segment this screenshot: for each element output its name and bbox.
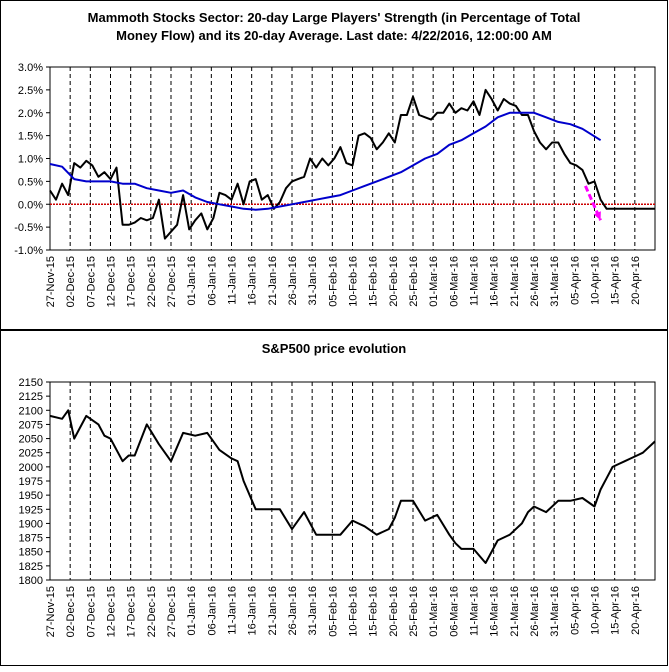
chart2-ytick-label: 2125	[19, 391, 43, 403]
chart2-xtick-label: 07-Dec-15	[85, 586, 97, 637]
chart2-ytick-label: 2025	[19, 448, 43, 460]
chart2-ytick-label: 1900	[19, 518, 43, 530]
chart1-xtick-label: 21-Jan-16	[267, 256, 279, 306]
chart2-xtick-label: 31-Mar-16	[549, 586, 561, 637]
chart1-xtick-label: 05-Feb-16	[327, 256, 339, 307]
chart1-xtick-label: 31-Mar-16	[549, 256, 561, 307]
chart1-ytick-label: 3.0%	[18, 62, 43, 74]
chart2-xtick-label: 05-Feb-16	[327, 586, 339, 637]
chart1-xtick-label: 25-Feb-16	[408, 256, 420, 307]
chart2-series-0	[49, 409, 656, 564]
chart2-xtick-label: 02-Dec-15	[65, 586, 77, 637]
chart1-xtick-label: 27-Dec-15	[166, 256, 178, 307]
chart2-xtick-label: 20-Apr-16	[630, 586, 642, 635]
chart1-xtick-label: 11-Jan-16	[227, 256, 239, 305]
chart1-xtick-label: 27-Nov-15	[45, 256, 57, 307]
chart2-ytick-label: 1875	[19, 533, 43, 545]
chart2-xtick-label: 06-Jan-16	[206, 586, 218, 636]
chart2-xtick-label: 11-Mar-16	[469, 586, 481, 636]
chart2-ytick-label: 1850	[19, 547, 43, 559]
chart2-xtick-label: 27-Dec-15	[166, 586, 178, 637]
chart2-xtick-label: 27-Nov-15	[45, 586, 57, 637]
chart2-ytick-label: 1950	[19, 490, 43, 502]
chart2-plot: 27-Nov-15 02-Dec-15 07-Dec-15 12-Dec-15 17-D…	[19, 377, 656, 637]
chart1-annotation-arrowhead	[593, 211, 601, 221]
chart2-xtick-label: 22-Dec-15	[146, 586, 158, 637]
chart1-ytick-label: -1.0%	[14, 245, 43, 257]
chart2-ytick-label: 2075	[19, 419, 43, 431]
chart2-xtick-label: 16-Jan-16	[247, 586, 259, 636]
chart1-series-1	[49, 111, 602, 211]
chart2-ytick-label: 1975	[19, 476, 43, 488]
chart1-xtick-label: 10-Apr-16	[590, 256, 602, 305]
chart1-ytick-label: 1.0%	[18, 154, 43, 166]
chart2-xtick-label: 26-Jan-16	[287, 586, 299, 636]
chart1-xtick-label: 02-Dec-15	[65, 256, 77, 307]
chart1-series-0	[49, 88, 655, 240]
chart1-xtick-label: 01-Jan-16	[186, 256, 198, 306]
chart2-xtick-label: 21-Jan-16	[267, 586, 279, 636]
chart2-ytick-label: 2050	[19, 434, 43, 446]
chart1-xtick-label: 26-Mar-16	[529, 256, 541, 307]
chart2-xtick-label: 01-Jan-16	[186, 586, 198, 636]
chart1-xtick-label: 11-Mar-16	[469, 256, 481, 306]
chart1-xtick-label: 15-Apr-16	[610, 256, 622, 305]
chart2-ytick-label: 1825	[19, 561, 43, 573]
chart1-xtick-label: 31-Jan-16	[307, 256, 319, 306]
chart2-title: S&P500 price evolution	[262, 341, 407, 356]
chart2-xtick-label: 25-Feb-16	[408, 586, 420, 637]
chart1-frame	[0, 0, 668, 330]
chart2-ytick-label: 1800	[19, 575, 43, 587]
chart2-xtick-label: 11-Jan-16	[227, 586, 239, 635]
chart1-title-line2: Money Flow) and its 20-day Average. Last…	[116, 28, 552, 43]
chart1-xtick-label: 16-Mar-16	[489, 256, 501, 307]
chart2-xtick-label: 15-Apr-16	[610, 586, 622, 635]
chart2-xtick-label: 15-Feb-16	[368, 586, 380, 637]
chart1-xtick-label: 20-Apr-16	[630, 256, 642, 305]
chart1-xtick-label: 20-Feb-16	[388, 256, 400, 307]
chart2-ytick-label: 2000	[19, 462, 43, 474]
chart2-xtick-label: 17-Dec-15	[126, 586, 138, 637]
chart2-xtick-label: 26-Mar-16	[529, 586, 541, 637]
chart2-xtick-label: 16-Mar-16	[489, 586, 501, 637]
chart1-xtick-label: 07-Dec-15	[85, 256, 97, 307]
chart1-ytick-label: 2.5%	[18, 85, 43, 97]
chart2-xtick-label: 12-Dec-15	[106, 586, 118, 637]
chart1-ytick-label: 0.5%	[18, 176, 43, 188]
chart2-ytick-label: 2150	[19, 377, 43, 389]
chart1-xtick-label: 21-Mar-16	[509, 256, 521, 307]
chart1-ytick-label: 0.0%	[18, 199, 43, 211]
chart2-xtick-label: 01-Mar-16	[428, 586, 440, 637]
chart1-xtick-label: 06-Jan-16	[206, 256, 218, 306]
chart1-ytick-label: 2.0%	[18, 108, 43, 120]
chart1-xtick-label: 05-Apr-16	[569, 256, 581, 305]
chart2-xtick-label: 06-Mar-16	[448, 586, 460, 637]
chart1-xtick-label: 01-Mar-16	[428, 256, 440, 307]
chart2-xtick-label: 05-Apr-16	[569, 586, 581, 635]
chart1-xtick-label: 12-Dec-15	[106, 256, 118, 307]
chart1-ytick-label: 1.5%	[18, 131, 43, 143]
chart1-ytick-label: -0.5%	[14, 222, 43, 234]
chart1-xtick-label: 10-Feb-16	[348, 256, 360, 307]
chart1-xtick-label: 17-Dec-15	[126, 256, 138, 307]
chart2-frame	[0, 330, 668, 666]
chart2-xtick-label: 20-Feb-16	[388, 586, 400, 637]
chart2-ytick-label: 2100	[19, 405, 43, 417]
chart1-xtick-label: 26-Jan-16	[287, 256, 299, 306]
chart2-xtick-label: 10-Apr-16	[590, 586, 602, 635]
chart1-plot: 27-Nov-15 02-Dec-15 07-Dec-15 12-Dec-15 17-D…	[14, 62, 656, 307]
chart1-xtick-label: 16-Jan-16	[247, 256, 259, 306]
chart1-xtick-label: 15-Feb-16	[368, 256, 380, 307]
chart2-ytick-label: 1925	[19, 504, 43, 516]
chart1-title-line1: Mammoth Stocks Sector: 20-day Large Play…	[88, 10, 581, 25]
chart1-xtick-label: 06-Mar-16	[448, 256, 460, 307]
chart1-xtick-label: 22-Dec-15	[146, 256, 158, 307]
chart2-xtick-label: 21-Mar-16	[509, 586, 521, 637]
chart2-xtick-label: 31-Jan-16	[307, 586, 319, 636]
chart2-xtick-label: 10-Feb-16	[348, 586, 360, 637]
